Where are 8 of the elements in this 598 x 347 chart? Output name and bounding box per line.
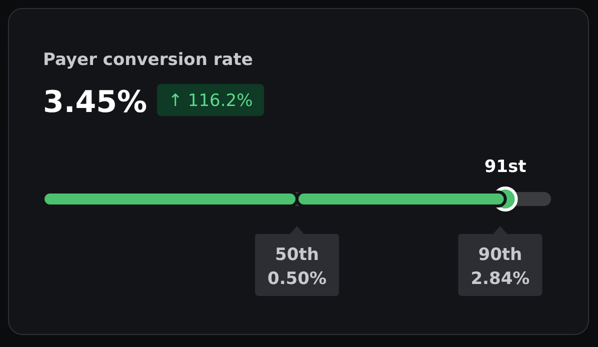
x-tick-label: 90th bbox=[478, 245, 522, 265]
x-tick-label: 50th bbox=[275, 245, 319, 265]
text: 0.50% bbox=[268, 269, 326, 289]
text: ↑ 116.2% bbox=[168, 91, 253, 111]
text: 91st bbox=[484, 157, 526, 177]
chart-title: Payer conversion rate bbox=[43, 50, 253, 70]
chart-subtitle: 3.45% bbox=[43, 85, 148, 120]
text: 2.84% bbox=[470, 269, 530, 289]
